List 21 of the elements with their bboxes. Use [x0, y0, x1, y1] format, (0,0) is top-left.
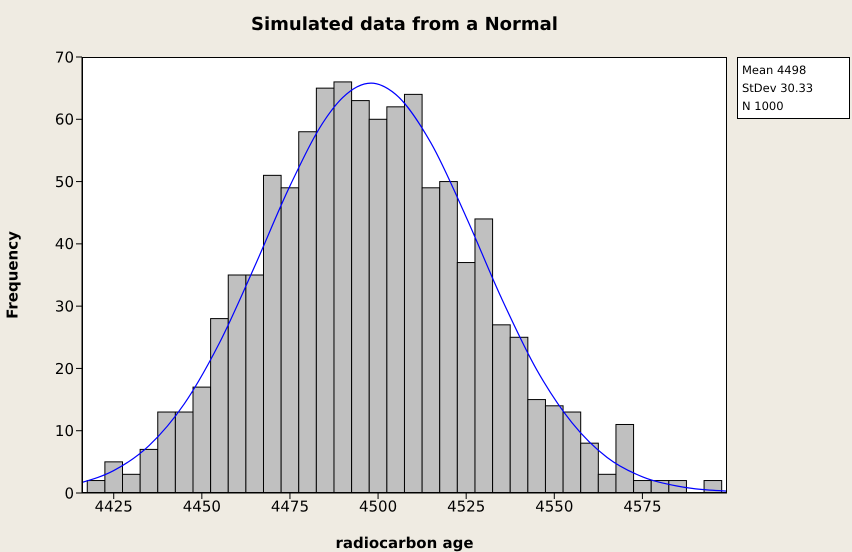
x-tick-label: 4450: [182, 498, 221, 516]
y-axis-title: Frequency: [3, 230, 22, 319]
y-tick-label: 50: [54, 172, 74, 191]
x-axis-title: radiocarbon age: [335, 534, 474, 552]
x-tick-label: 4500: [358, 498, 398, 516]
x-tick-label: 4550: [535, 498, 574, 516]
y-tick-label: 60: [54, 110, 74, 129]
y-tick-label: 30: [54, 297, 74, 316]
x-tick-label: 4525: [447, 498, 486, 516]
y-tick-label: 10: [54, 422, 74, 440]
x-tick-label: 4475: [270, 498, 310, 516]
text: N 1000: [742, 98, 785, 115]
y-tick-label: 20: [54, 360, 74, 378]
x-tick-label: 4575: [623, 498, 662, 516]
y-tick-label: 0: [64, 484, 74, 502]
chart-title: Simulated data from a Normal: [250, 14, 559, 35]
x-tick-label: 4425: [94, 498, 133, 516]
text: Mean 4498: [742, 62, 808, 79]
y-tick-label: 70: [54, 48, 74, 66]
y-tick-label: 40: [54, 235, 74, 254]
text: StDev 30.33: [742, 80, 814, 97]
